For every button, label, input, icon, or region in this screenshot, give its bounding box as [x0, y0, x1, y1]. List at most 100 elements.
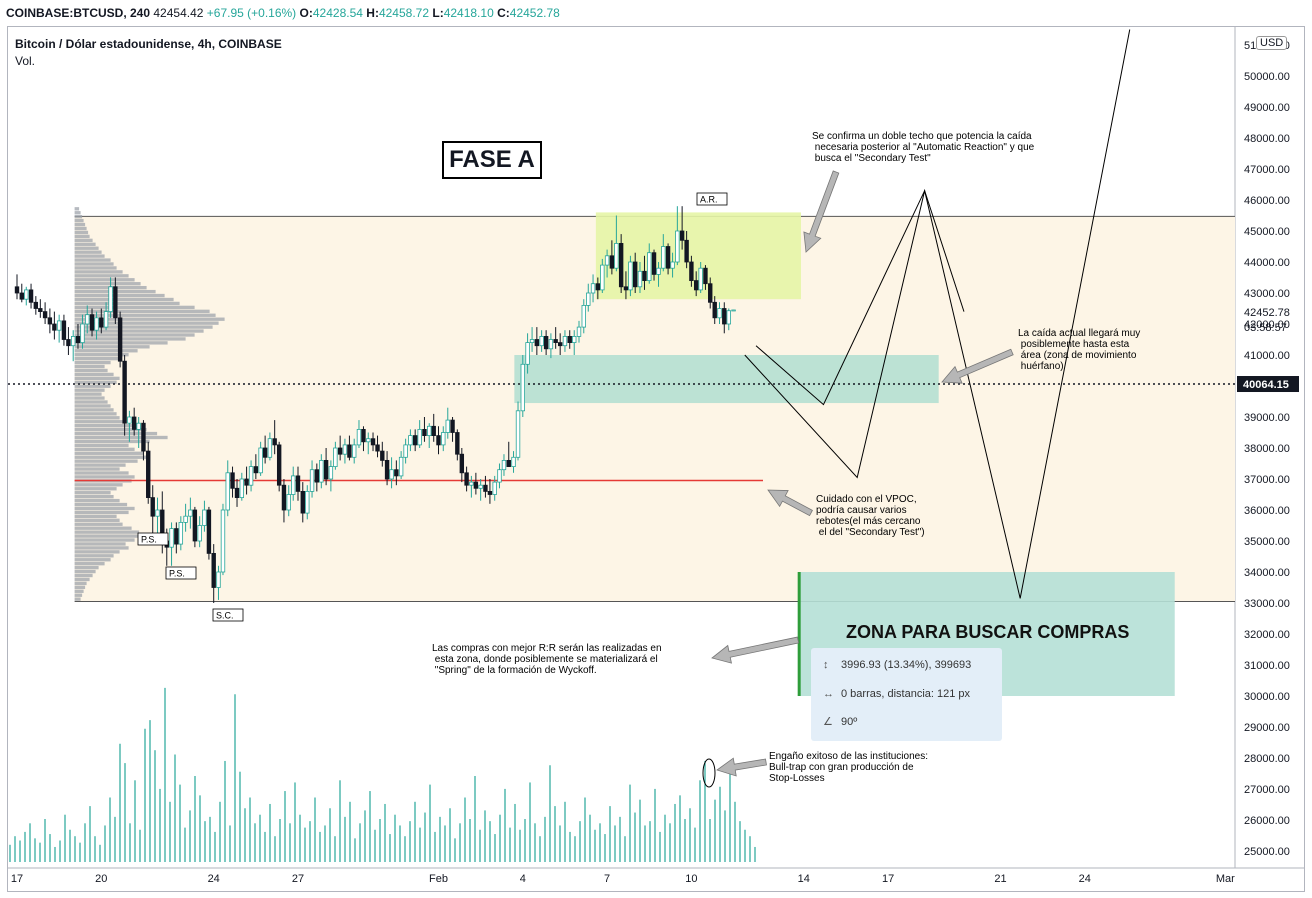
candle-body: [412, 435, 418, 446]
volume-profile-row: [74, 262, 114, 266]
volume-profile-row: [74, 597, 81, 601]
y-tick-label: 39000.00: [1244, 412, 1290, 424]
volume-profile-row: [74, 400, 108, 404]
orphan-zone-note[interactable]: La caída actual llegará muy posiblemente…: [1018, 328, 1141, 372]
orphan-zone: [514, 355, 939, 404]
x-tick-label: Mar: [1216, 873, 1235, 885]
buy-zone-title[interactable]: ZONA PARA BUSCAR COMPRAS: [846, 622, 1130, 642]
candle-body: [300, 490, 305, 514]
x-tick-label: 10: [685, 873, 697, 885]
y-tick-label: 26000.00: [1244, 815, 1290, 827]
candle-body: [497, 469, 502, 483]
volume-profile-row: [74, 506, 135, 511]
candle-body: [202, 509, 207, 526]
volume-profile-row: [74, 230, 89, 235]
candle-body: [47, 317, 53, 325]
candle-body: [99, 317, 104, 328]
y-tick-label: 49000.00: [1244, 102, 1290, 114]
candle-body: [403, 444, 408, 458]
candle-body: [455, 432, 460, 455]
volume-profile-row: [74, 246, 99, 250]
price-change: +67.95 (+0.16%): [206, 6, 297, 20]
candle-body: [197, 525, 202, 542]
candle-body: [651, 252, 657, 275]
candle-body: [459, 453, 465, 474]
x-tick-label: 7: [604, 873, 610, 885]
candle-body: [543, 335, 549, 350]
candle-body: [347, 444, 352, 458]
volume-profile-row: [74, 593, 83, 597]
candle-body: [441, 432, 446, 446]
ps-label-1-text: P.S.: [141, 535, 157, 545]
chart-frame[interactable]: [7, 26, 1305, 892]
candle-body: [647, 252, 652, 281]
volume-profile-row: [74, 293, 165, 298]
symbol-label[interactable]: COINBASE:BTCUSD, 240: [6, 6, 151, 20]
volume-profile-row: [74, 483, 123, 487]
candle-body: [618, 242, 624, 288]
volume-profile-row: [74, 211, 81, 215]
volume-profile-row: [74, 439, 150, 444]
ps-label-2: P.S.: [165, 566, 197, 580]
volume-profile-row: [74, 274, 129, 278]
candle-body: [295, 475, 301, 492]
candle-body: [698, 267, 703, 291]
candle-body: [609, 255, 615, 269]
x-tick-label: 17: [11, 873, 23, 885]
volume-profile-row: [74, 530, 140, 534]
volume-profile-row: [74, 455, 147, 459]
fase-label[interactable]: FASE A: [442, 141, 542, 179]
buy-zone-note[interactable]: Las compras con mejor R:R serán las real…: [432, 643, 662, 676]
candle-body: [525, 342, 530, 365]
measure-angle: 90º: [841, 716, 858, 728]
candle-body: [567, 335, 572, 343]
candle-body: [693, 280, 699, 291]
candle-body: [80, 323, 85, 344]
orphan-zone-arrow: [941, 348, 1014, 384]
volume-profile-row: [74, 368, 108, 373]
volume-profile-row: [74, 569, 96, 574]
candle-body: [71, 335, 76, 347]
volume-profile-row: [74, 538, 135, 542]
candle-body: [478, 484, 483, 489]
candle-body: [174, 528, 179, 545]
y-tick-label: 31000.00: [1244, 660, 1290, 672]
candle-body: [319, 459, 324, 483]
candle-body: [562, 335, 568, 347]
candle-body: [314, 469, 320, 483]
volume-profile-row: [74, 309, 210, 313]
candle-body: [586, 292, 591, 306]
candle-body: [679, 230, 685, 241]
x-tick-label: 21: [994, 873, 1006, 885]
volume-profile-row: [74, 372, 114, 377]
volume-profile-row: [74, 412, 117, 416]
measure-range-row: ↕ 3996.93 (13.34%), 399693: [823, 657, 971, 673]
candle-body: [675, 230, 680, 263]
currency-badge[interactable]: USD: [1256, 36, 1288, 50]
volume-profile-row: [74, 467, 120, 471]
candle-body: [576, 326, 582, 337]
volume-profile-row: [74, 242, 96, 246]
ar-label-text: A.R.: [700, 195, 718, 205]
candle-body: [684, 239, 689, 263]
bull-trap-note[interactable]: Engaño exitoso de las instituciones: Bul…: [769, 751, 928, 784]
candle-body: [464, 472, 469, 486]
volume-profile-row: [74, 356, 120, 361]
vpoc-note[interactable]: Cuidado con el VPOC, podría causar vario…: [816, 494, 925, 538]
candle-body: [276, 444, 282, 486]
candle-body: [52, 323, 57, 331]
volume-profile-row: [74, 550, 120, 554]
measure-range: 3996.93 (13.34%), 399693: [841, 659, 972, 671]
buy-zone-arrow: [711, 636, 800, 664]
volume-profile-row: [74, 337, 186, 341]
volume-profile-row: [74, 238, 93, 243]
chart-legend-title[interactable]: Bitcoin / Dólar estadounidense, 4h, COIN…: [15, 37, 282, 51]
double-top-note[interactable]: Se confirma un doble techo que potencia …: [812, 131, 1035, 164]
volume-legend[interactable]: Vol.: [15, 54, 36, 68]
candle-body: [169, 528, 174, 548]
candle-body: [539, 335, 544, 347]
volume-profile-row: [74, 581, 87, 586]
volume-profile-row: [74, 558, 111, 562]
double-top-zone: [595, 212, 801, 300]
